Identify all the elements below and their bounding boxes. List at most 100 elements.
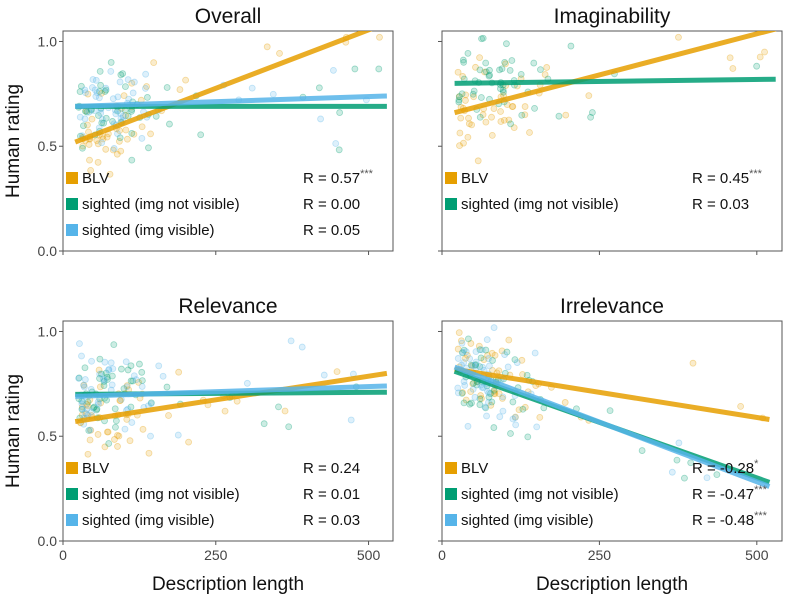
data-point bbox=[82, 410, 90, 418]
data-point bbox=[88, 408, 95, 416]
legend-entry: sighted (img not visible) R = 0.03 bbox=[445, 196, 749, 213]
data-point bbox=[138, 383, 146, 390]
legend-swatch bbox=[66, 172, 78, 184]
data-point bbox=[456, 129, 464, 137]
data-point bbox=[100, 382, 108, 389]
panel-irrelevance: Irrelevance 0 250 500 Description length BLV R… bbox=[438, 295, 783, 595]
fit-line-sighted-not-visible bbox=[454, 76, 776, 86]
legend-entry: BLV R = 0.24 bbox=[66, 460, 360, 477]
data-point bbox=[281, 407, 289, 415]
data-point bbox=[518, 111, 526, 119]
data-point bbox=[461, 381, 469, 389]
legend-label: sighted (img not visible) bbox=[461, 486, 619, 503]
data-point bbox=[485, 398, 492, 406]
data-point bbox=[83, 405, 91, 413]
data-point bbox=[687, 459, 695, 467]
data-point bbox=[263, 43, 271, 51]
data-point bbox=[83, 108, 91, 116]
data-point bbox=[90, 403, 98, 411]
data-point bbox=[499, 407, 507, 415]
data-point bbox=[351, 65, 359, 73]
data-point bbox=[703, 474, 711, 482]
data-point bbox=[123, 383, 131, 391]
data-point bbox=[519, 405, 527, 413]
data-point bbox=[469, 90, 477, 98]
plot-area bbox=[453, 31, 777, 165]
panel-frame bbox=[62, 30, 394, 252]
data-point bbox=[96, 383, 104, 391]
data-point bbox=[468, 121, 476, 129]
data-point bbox=[469, 362, 477, 369]
data-point bbox=[479, 384, 487, 392]
data-point bbox=[519, 371, 526, 378]
data-point bbox=[499, 86, 507, 94]
data-point bbox=[221, 407, 229, 415]
data-point bbox=[479, 34, 487, 42]
panel-overall: Overall 0.0 0.5 1.0 Human rating BLV R = 0.57*… bbox=[3, 5, 394, 259]
data-point bbox=[476, 401, 484, 409]
legend-entry: sighted (img visible) R = -0.48*** bbox=[445, 510, 768, 529]
data-point bbox=[112, 417, 120, 425]
data-point bbox=[99, 135, 107, 143]
significance-stars: *** bbox=[360, 168, 374, 180]
correlation-value: R = 0.00 bbox=[303, 196, 360, 213]
data-point bbox=[531, 104, 538, 112]
data-point bbox=[507, 120, 515, 128]
legend-label: BLV bbox=[461, 460, 488, 477]
data-point bbox=[330, 66, 337, 74]
data-point bbox=[491, 390, 499, 398]
data-point bbox=[497, 108, 504, 115]
data-point bbox=[737, 402, 745, 410]
data-point bbox=[129, 377, 137, 385]
data-point bbox=[511, 414, 519, 421]
data-point bbox=[163, 84, 171, 91]
data-point bbox=[468, 362, 476, 370]
data-point bbox=[500, 88, 507, 96]
data-point bbox=[100, 376, 108, 384]
data-point bbox=[98, 116, 106, 123]
data-point bbox=[521, 111, 529, 119]
data-point bbox=[109, 365, 117, 373]
data-point bbox=[523, 371, 531, 379]
data-point bbox=[375, 65, 383, 73]
data-point bbox=[87, 426, 95, 434]
data-point bbox=[506, 67, 514, 74]
data-point bbox=[476, 363, 484, 371]
data-point bbox=[87, 166, 95, 174]
scatter-points bbox=[454, 33, 768, 165]
data-point bbox=[463, 351, 471, 359]
data-point bbox=[98, 370, 105, 378]
correlation-value: R = 0.24 bbox=[303, 460, 360, 477]
data-point bbox=[123, 382, 131, 390]
data-point bbox=[97, 81, 105, 89]
data-point bbox=[500, 116, 508, 124]
data-point bbox=[465, 335, 472, 343]
data-point bbox=[488, 349, 496, 357]
data-point bbox=[336, 109, 344, 116]
plot-area bbox=[74, 31, 387, 178]
data-point bbox=[455, 93, 463, 101]
data-point bbox=[85, 141, 93, 148]
data-point bbox=[488, 398, 496, 406]
data-point bbox=[102, 145, 110, 153]
data-point bbox=[478, 395, 485, 402]
correlation-value: R = 0.01 bbox=[303, 486, 360, 503]
legend-label: BLV bbox=[461, 170, 488, 187]
data-point bbox=[107, 67, 115, 75]
data-point bbox=[484, 352, 491, 359]
data-point bbox=[139, 425, 147, 433]
legend-entry: sighted (img visible) R = 0.05 bbox=[66, 222, 360, 239]
data-point bbox=[512, 413, 519, 421]
data-point bbox=[505, 116, 513, 124]
data-point bbox=[105, 440, 113, 447]
data-point bbox=[485, 393, 493, 401]
scatter-points bbox=[454, 324, 767, 482]
data-point bbox=[124, 76, 132, 83]
y-tick-label: 0.5 bbox=[38, 138, 58, 154]
significance-stars: *** bbox=[754, 510, 768, 522]
correlation-value: R = 0.57*** bbox=[303, 168, 374, 187]
fit-line-blv bbox=[74, 370, 388, 425]
data-point bbox=[536, 413, 544, 421]
data-point bbox=[127, 362, 135, 370]
data-point bbox=[460, 139, 467, 147]
